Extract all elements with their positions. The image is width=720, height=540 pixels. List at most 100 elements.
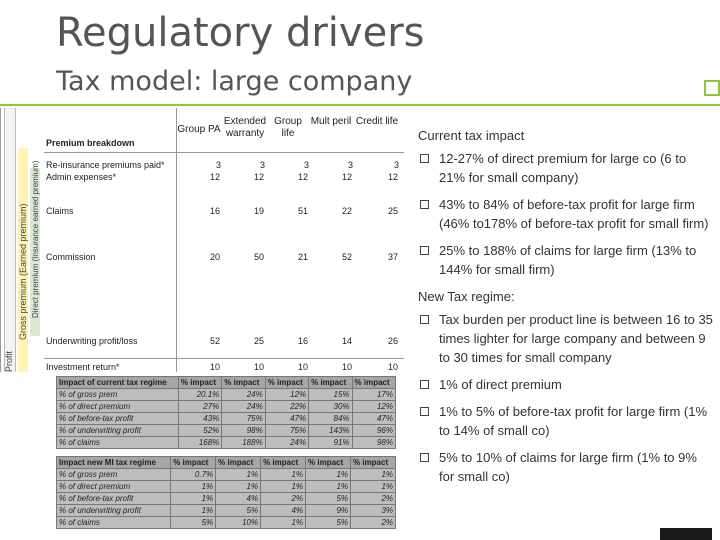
cell: 3%	[350, 504, 396, 517]
cell: 37	[388, 252, 399, 262]
cell: % of before-tax profit	[55, 492, 172, 505]
cell: 75%	[264, 424, 310, 437]
cell: 1%	[170, 492, 217, 505]
cell: 24%	[221, 388, 266, 401]
cell: % impact	[305, 456, 351, 469]
direct-bar	[30, 168, 40, 336]
table-row: % of gross prem 20.1% 24% 12% 15% 17%	[56, 388, 397, 401]
list-item: 5% to 10% of claims for large firm (1% t…	[418, 448, 714, 486]
cell: 21	[298, 252, 309, 262]
list-item: Tax burden per product line is between 1…	[418, 310, 714, 367]
impact-current-table: Impact of current tax regime % impact % …	[56, 376, 397, 449]
cell: % impact	[215, 456, 262, 469]
cell: % impact	[221, 376, 266, 389]
table-row: % of claims 5% 10% 1% 5% 2%	[55, 516, 396, 529]
cell: 20	[210, 252, 221, 262]
cell: 1%	[170, 504, 217, 517]
cell: % of direct premium	[56, 400, 179, 413]
cell: 52%	[177, 424, 223, 437]
cell: % impact	[264, 376, 310, 389]
table-row: Claims 16 19 51 22 25	[46, 206, 400, 216]
cell: 4%	[215, 492, 262, 505]
cell: 30%	[308, 400, 353, 413]
square-bullet-icon	[420, 246, 429, 255]
cell: 1%	[305, 480, 351, 493]
row-label: Re-insurance premiums paid*	[46, 160, 165, 170]
cell: 10	[388, 362, 399, 372]
cell: 22	[342, 206, 353, 216]
cell: 12	[254, 172, 265, 182]
cell: % impact	[350, 456, 396, 469]
cell: 26	[388, 336, 399, 346]
cell: 84%	[308, 412, 353, 425]
row-label: Claims	[46, 206, 74, 216]
cell: 25	[388, 206, 399, 216]
cell: % of gross prem	[56, 388, 179, 401]
impact-new-table: Impact new MI tax regime % impact % impa…	[55, 456, 396, 529]
current-tax-heading: Current tax impact	[418, 128, 525, 143]
cell: 2%	[350, 516, 396, 529]
col-header-group-life: Group life	[274, 116, 302, 139]
cell: 10	[210, 362, 221, 372]
cell: 24%	[221, 400, 266, 413]
cell: 52	[210, 336, 221, 346]
cell: % impact	[260, 456, 307, 469]
cell: 188%	[221, 436, 266, 449]
cell: 1%	[215, 468, 262, 481]
cell: 98%	[351, 436, 397, 449]
cell: 5%	[305, 492, 351, 505]
cell: 4%	[260, 504, 307, 517]
square-bullet-icon	[420, 380, 429, 389]
cell: % of gross prem	[55, 468, 172, 481]
square-bullet-icon	[420, 200, 429, 209]
row-label: Investment return*	[46, 362, 120, 372]
cell: 24%	[264, 436, 310, 449]
cell: 12	[298, 172, 309, 182]
cell: 27%	[177, 400, 223, 413]
cell: Impact new MI tax regime	[55, 456, 172, 469]
cell: 143%	[308, 424, 353, 437]
cell: 1%	[260, 516, 307, 529]
new-tax-heading: New Tax regime:	[418, 289, 515, 304]
cell: 3	[216, 160, 222, 170]
table-row: Admin expenses* 12 12 12 12 12	[46, 172, 400, 182]
cell: 16	[210, 206, 221, 216]
cell: 3	[304, 160, 310, 170]
square-bullet-icon	[420, 154, 429, 163]
cell: 20.1%	[177, 388, 223, 401]
cell: 98%	[221, 424, 266, 437]
cell: % impact	[351, 376, 397, 389]
cell: 5%	[305, 516, 351, 529]
accent-square	[704, 80, 720, 96]
table-row: % of before-tax profit 43% 75% 47% 84% 4…	[56, 412, 397, 425]
table-row: % of underwriting profit 52% 98% 75% 143…	[56, 424, 397, 437]
cell: 2%	[350, 492, 396, 505]
cell: 5%	[215, 504, 262, 517]
slide-title: Regulatory drivers	[56, 10, 425, 56]
side-label-profit: Profit	[4, 350, 14, 372]
premium-table-area: Profit Gross premium (Earned premium) Di…	[0, 108, 404, 540]
cell: 10	[298, 362, 309, 372]
cell: 25	[254, 336, 265, 346]
cell: 2%	[260, 492, 307, 505]
gross-bar	[18, 148, 28, 372]
cell: 1%	[215, 480, 262, 493]
row-label: Underwriting profit/loss	[46, 336, 138, 346]
cell: 3	[394, 160, 400, 170]
cell: % of before-tax profit	[56, 412, 179, 425]
col-header-mult-peril: Mult peril	[310, 116, 352, 127]
cell: 12%	[264, 388, 310, 401]
cell: 50	[254, 252, 265, 262]
cell: 1%	[170, 480, 217, 493]
cell: 91%	[308, 436, 353, 449]
table-row: % of underwriting profit 1% 5% 4% 9% 3%	[55, 504, 396, 517]
cell: 1%	[260, 468, 307, 481]
list-item: 25% to 188% of claims for large firm (13…	[418, 241, 714, 279]
cell: % of claims	[56, 436, 179, 449]
list-item: 43% to 84% of before-tax profit for larg…	[418, 195, 714, 233]
col-header-group-pa: Group PA	[177, 124, 221, 135]
square-bullet-icon	[420, 407, 429, 416]
cell: 1%	[260, 480, 307, 493]
cell: 168%	[177, 436, 223, 449]
gridline-left	[0, 108, 1, 372]
